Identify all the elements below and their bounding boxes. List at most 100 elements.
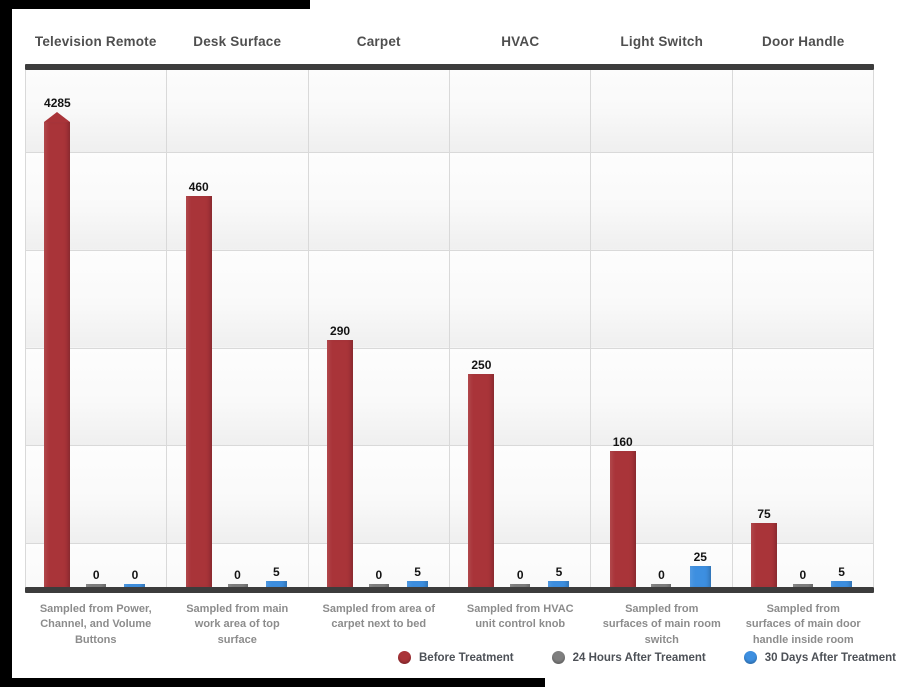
column-header-door-handle: Door Handle: [762, 34, 845, 49]
bar-rect: [86, 584, 107, 587]
plot-columns: 4285 0 0 460 0 5 290 0 5 250 0 5 160 0 25 75 0 5: [26, 70, 873, 587]
bar-30-days-after-treatment: 5: [831, 565, 853, 587]
bar-slot: 0: [218, 181, 257, 587]
bar-rect: [327, 340, 354, 587]
bar-24-hours-after-treament: 0: [227, 568, 248, 587]
legend-item-30-days-after-treatment: 30 Days After Treatment: [743, 651, 896, 664]
column-note-television-remote: Sampled from Power, Channel, and Volume …: [25, 602, 167, 648]
bar-slot: 250: [462, 359, 501, 587]
bar-rect: [792, 584, 813, 587]
bar-before-treatment: 290: [327, 325, 354, 587]
legend-label: Before Treatment: [419, 651, 514, 664]
legend-dot-icon: [743, 651, 757, 664]
column-headers-row: Television Remote Desk Surface Carpet HVAC L…: [25, 34, 874, 49]
legend-label: 24 Hours After Treament: [572, 651, 706, 664]
column-note-text: Sampled from HVAC unit control knob: [466, 603, 574, 631]
bar-30-days-after-treatment: 5: [548, 565, 570, 587]
x-axis-baseline: [25, 587, 874, 593]
bar-30-days-after-treatment: 0: [124, 568, 146, 587]
bar-rect: [651, 584, 672, 587]
legend-item-24-hours-after-treament: 24 Hours After Treament: [551, 651, 706, 664]
bar-slot: 0: [642, 436, 681, 587]
bar-rect: [609, 451, 636, 587]
bar-value-label: 5: [414, 565, 421, 579]
bar-value-label: 0: [234, 568, 241, 582]
plot-column-carpet: 290 0 5: [309, 70, 450, 587]
column-header-carpet: Carpet: [356, 34, 401, 49]
plot-column-hvac: 250 0 5: [450, 70, 592, 587]
bar-slot: 0: [77, 97, 116, 587]
bar-rect: [185, 196, 212, 587]
bar-value-label: 0: [375, 568, 383, 582]
column-note-text: Sampled from main work area of top surfa…: [186, 603, 289, 646]
bar-group-hvac: 250 0 5: [450, 359, 590, 587]
plot-column-door-handle: 75 0 5: [733, 70, 873, 587]
bar-slot: 0: [783, 508, 822, 587]
bar-value-label: 4285: [44, 96, 71, 110]
bar-value-label: 160: [612, 435, 633, 449]
bar-value-label: 460: [188, 180, 209, 194]
bar-value-label: 5: [272, 565, 280, 579]
column-header-desk-surface: Desk Surface: [193, 34, 282, 49]
legend-label: 30 Days After Treatment: [764, 651, 896, 664]
bar-rect: [44, 122, 71, 587]
bar-value-label: 75: [757, 507, 771, 521]
column-note-text: Sampled from area of carpet next to bed: [322, 603, 435, 631]
header-rule: [25, 64, 874, 70]
bar-slot: 5: [398, 325, 437, 587]
bar-slot: 4285: [38, 97, 77, 587]
bar-group-carpet: 290 0 5: [309, 325, 449, 587]
bar-value-label: 5: [555, 565, 563, 579]
bar-rect: [407, 581, 429, 587]
bar-rect: [689, 566, 711, 587]
bar-value-label: 250: [471, 358, 492, 372]
bar-rect: [265, 581, 287, 587]
bar-before-treatment: 75: [751, 507, 778, 587]
bar-slot: 0: [116, 97, 155, 587]
bar-slot: 160: [603, 436, 642, 587]
bar-rect: [751, 523, 778, 587]
plot-area: 4285 0 0 460 0 5 290 0 5 250 0 5 160 0 25 75 0 5: [25, 70, 874, 587]
column-note-light-switch: Sampled from surfaces of main room switc…: [591, 602, 733, 648]
column-note-hvac: Sampled from HVAC unit control knob: [450, 602, 592, 648]
plot-column-light-switch: 160 0 25: [591, 70, 733, 587]
bar-24-hours-after-treament: 0: [510, 568, 531, 587]
legend-item-before-treatment: Before Treatment: [398, 651, 514, 664]
bar-value-label: 0: [516, 568, 524, 582]
letterbox-strip-bottom: [0, 678, 545, 687]
bar-slot: 0: [359, 325, 398, 587]
bar-value-label: 0: [92, 568, 100, 582]
column-note-text: Sampled from surfaces of main door handl…: [745, 603, 861, 646]
column-note-door-handle: Sampled from surfaces of main door handl…: [733, 602, 875, 648]
bar-before-treatment: 4285: [44, 97, 71, 587]
bar-rect: [368, 584, 389, 587]
plot-column-television-remote: 4285 0 0: [26, 70, 168, 587]
bar-slot: 25: [681, 436, 720, 587]
bar-slot: 75: [745, 508, 784, 587]
bar-value-label: 5: [838, 565, 845, 579]
bar-overflow-cap: [44, 112, 71, 122]
bar-before-treatment: 460: [185, 180, 212, 587]
column-header-light-switch: Light Switch: [620, 34, 704, 49]
bar-rect: [510, 584, 531, 587]
bar-slot: 460: [179, 181, 218, 587]
bar-slot: 5: [822, 508, 861, 587]
bar-group-door-handle: 75 0 5: [733, 508, 873, 587]
bar-30-days-after-treatment: 25: [689, 551, 711, 587]
bar-before-treatment: 160: [609, 435, 636, 587]
column-note-desk-surface: Sampled from main work area of top surfa…: [167, 602, 309, 648]
column-header-hvac: HVAC: [501, 34, 540, 49]
column-note-carpet: Sampled from area of carpet next to bed: [308, 602, 450, 648]
bar-24-hours-after-treament: 0: [792, 569, 813, 587]
bar-group-desk-surface: 460 0 5: [167, 181, 307, 587]
bar-rect: [831, 581, 853, 587]
legend-dot-icon: [398, 651, 411, 664]
bar-group-light-switch: 160 0 25: [591, 436, 731, 587]
column-notes-row: Sampled from Power, Channel, and Volume …: [25, 602, 874, 648]
bar-group-television-remote: 4285 0 0: [26, 97, 166, 587]
bar-value-label: 0: [131, 568, 139, 582]
bar-24-hours-after-treament: 0: [86, 568, 107, 587]
bar-slot: 290: [321, 325, 360, 587]
bar-rect: [548, 581, 570, 587]
